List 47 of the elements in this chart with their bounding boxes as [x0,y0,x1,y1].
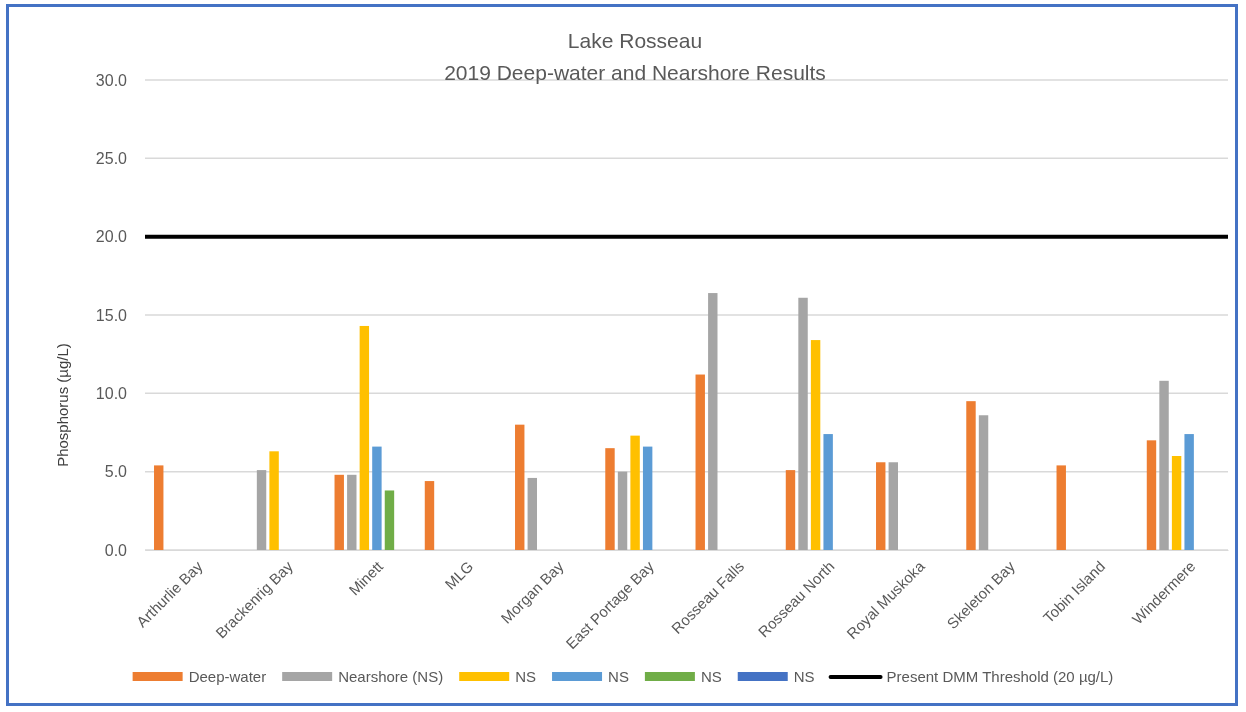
y-axis-title: Phosphorus (µg/L) [54,343,71,467]
chart-subtitle: 2019 Deep-water and Nearshore Results [444,61,826,84]
bar [708,293,718,550]
bar [372,446,382,550]
bar [269,451,279,550]
bar [424,481,435,550]
y-tick-label: 25.0 [95,149,128,167]
bar [630,435,640,550]
legend-label: Deep-water [188,668,267,685]
bar [617,471,628,550]
bar [810,340,821,550]
y-tick-label: 15.0 [95,306,128,324]
bar [642,446,653,550]
bar [785,470,796,550]
bar [1056,465,1066,550]
bar [605,448,615,550]
bar [347,474,357,550]
bar [1171,456,1182,550]
bar [888,462,898,550]
legend-label: Nearshore (NS) [338,668,444,685]
bar [154,465,164,550]
bar [256,470,267,550]
y-tick-label: 20.0 [95,228,128,246]
legend-label: Present DMM Threshold (20 µg/L) [886,668,1114,685]
legend-label: NS [700,668,722,685]
bar [695,374,705,550]
y-tick-label: 5.0 [104,463,128,481]
bar [1146,440,1157,550]
chart-title: Lake Rosseau [567,29,703,52]
bar [334,474,344,550]
bar [966,401,976,550]
bar [798,297,808,550]
bar [384,490,395,550]
legend-label: NS [793,668,815,685]
bar [823,434,833,550]
legend-label: NS [515,668,537,685]
legend-label: NS [608,668,629,685]
bar [876,462,886,550]
y-tick-label: 0.0 [104,541,128,559]
y-tick-label: 10.0 [95,384,128,402]
bar [1184,434,1194,550]
bar [359,325,370,550]
bar [1159,380,1169,550]
y-tick-label: 30.0 [95,71,128,89]
bar [978,415,989,550]
bar [527,477,537,550]
bar [515,424,525,550]
